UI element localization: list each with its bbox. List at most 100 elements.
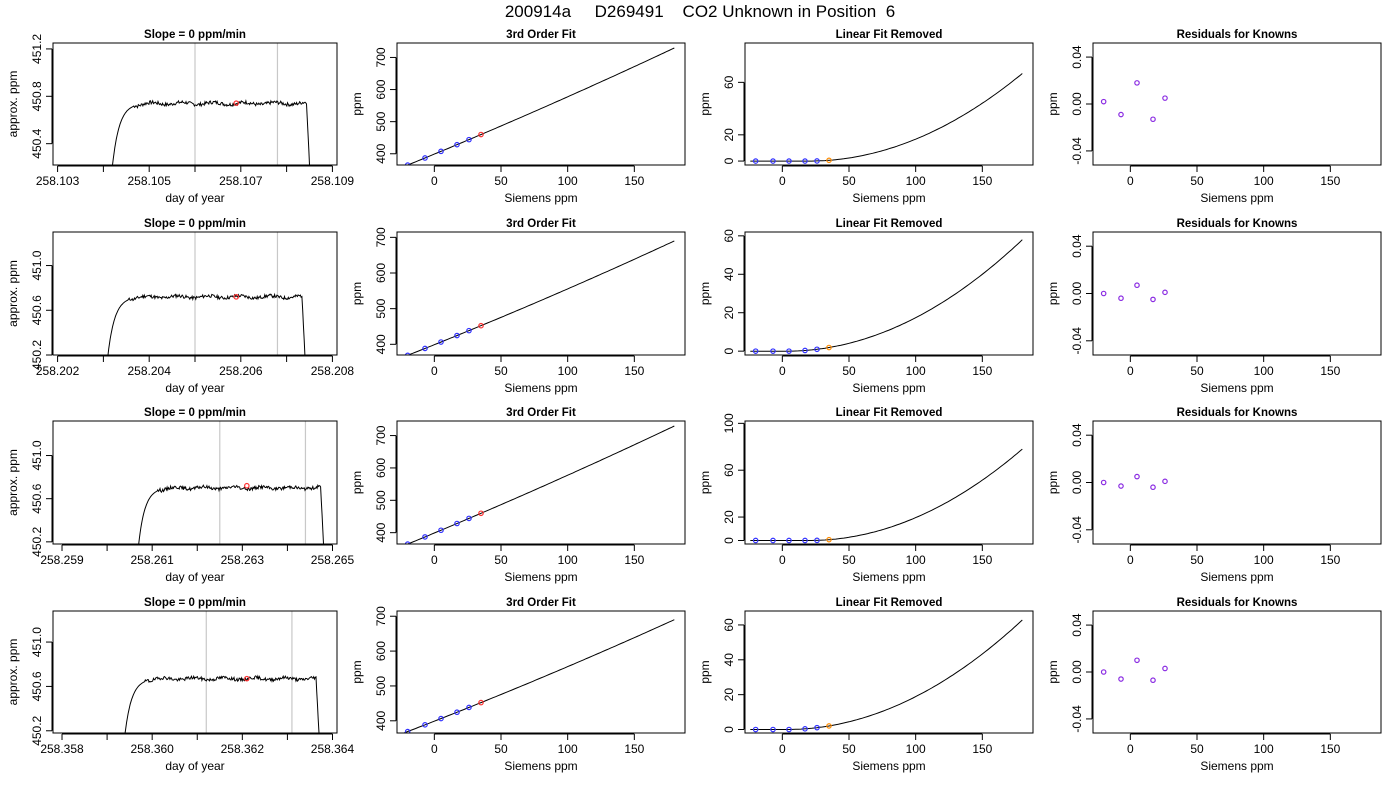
plot-area <box>124 611 320 733</box>
unknown-point <box>826 157 832 164</box>
y-axis: 450.2 450.6 451.0 <box>30 627 53 746</box>
x-axis-label: Siemens ppm <box>1200 759 1273 773</box>
known-point <box>422 722 428 728</box>
y-tick-label: 450.6 <box>30 295 44 325</box>
y-tick-label: 60 <box>722 229 736 243</box>
y-tick-label: 0.04 <box>1070 613 1084 637</box>
known-point <box>466 515 472 522</box>
residual-curve <box>750 239 1023 352</box>
panel-title: Residuals for Knowns <box>1177 597 1298 609</box>
known-point <box>438 339 444 345</box>
plot-area <box>1100 657 1168 684</box>
panel-title: Linear Fit Removed <box>836 218 943 230</box>
unknown-point <box>233 100 240 106</box>
x-tick-label: 50 <box>494 364 508 378</box>
x-tick-label: 150 <box>1320 553 1340 567</box>
known-point <box>802 347 808 354</box>
unknown-point <box>826 344 832 351</box>
y-tick-label: 400 <box>374 710 388 730</box>
known-point <box>814 537 820 544</box>
panel-7: Linear Fit Removed Siemens ppm ppm 0 50 100 15… <box>698 218 1034 395</box>
plot-frame <box>396 231 686 356</box>
x-tick-label: 100 <box>1254 364 1274 378</box>
panel-13: Slope = 0 ppm/min day of year approx. ppm 2… <box>6 597 354 773</box>
x-axis-label: Siemens ppm <box>504 570 577 584</box>
y-tick-label: 0 <box>722 157 736 164</box>
x-axis: 258.358 258.360 258.362 258.364 <box>40 733 354 756</box>
known-point <box>770 537 776 544</box>
known-point <box>422 534 428 540</box>
x-axis: 0 50 100 150 <box>1127 544 1341 567</box>
plot-area <box>112 43 310 165</box>
x-tick-label: 150 <box>972 174 992 188</box>
y-tick-label: -0.04 <box>1070 327 1084 355</box>
y-tick-label: 0.04 <box>1070 234 1084 258</box>
x-tick-label: 100 <box>906 553 926 567</box>
y-axis: 0 20 60 100 <box>722 413 745 544</box>
known-point <box>770 726 776 733</box>
x-tick-label: 258.206 <box>219 364 263 378</box>
y-axis-label: ppm <box>698 471 712 494</box>
x-tick-label: 0 <box>1127 174 1134 188</box>
y-axis: 400 500 600 700 <box>374 227 397 354</box>
panel-4: Residuals for Knowns Siemens ppm ppm 0 50 100… <box>1046 29 1382 205</box>
y-axis: 450.2 450.6 451.0 <box>30 440 53 557</box>
unknown-point <box>826 536 832 543</box>
x-tick-label: 100 <box>906 174 926 188</box>
fit-curve <box>407 240 675 355</box>
y-tick-label: 60 <box>722 463 736 477</box>
y-tick-label: 700 <box>374 606 388 626</box>
x-tick-label: 0 <box>1127 364 1134 378</box>
y-tick-label: 451.0 <box>30 440 44 470</box>
plot-frame <box>52 42 338 166</box>
x-axis-label: Siemens ppm <box>1200 570 1273 584</box>
panel-title: Slope = 0 ppm/min <box>144 29 246 41</box>
x-tick-label: 258.105 <box>127 174 171 188</box>
x-tick-label: 0 <box>1127 553 1134 567</box>
panel-8: Residuals for Knowns Siemens ppm ppm 0 50 100… <box>1046 218 1382 395</box>
residual-point <box>1118 111 1124 118</box>
residual-point <box>1134 80 1140 86</box>
residual-point <box>1134 282 1140 289</box>
y-tick-label: 451.0 <box>30 250 44 280</box>
panel-title: 3rd Order Fit <box>506 29 576 41</box>
fit-curve <box>406 425 675 544</box>
y-tick-label: 700 <box>374 227 388 247</box>
y-axis: -0.04 0.00 0.04 <box>1070 45 1093 165</box>
y-tick-label: 450.6 <box>30 483 44 513</box>
y-axis-label: ppm <box>1046 660 1060 683</box>
panel-title: Linear Fit Removed <box>836 597 943 609</box>
residual-point <box>1100 669 1107 675</box>
y-tick-label: 600 <box>374 641 388 661</box>
residual-point <box>1118 676 1124 682</box>
y-tick-label: 20 <box>722 688 736 702</box>
co2-trace <box>107 292 306 355</box>
x-tick-label: 100 <box>1254 742 1274 756</box>
y-tick-label: 0.00 <box>1070 470 1084 494</box>
y-tick-label: 500 <box>374 490 388 510</box>
x-axis: 0 50 100 150 <box>431 544 645 567</box>
x-axis-label: day of year <box>165 191 224 205</box>
y-tick-label: 500 <box>374 298 388 318</box>
x-tick-label: 0 <box>431 174 438 188</box>
known-point <box>786 348 792 354</box>
known-point <box>770 158 776 164</box>
plot-frame <box>744 420 1034 545</box>
x-tick-label: 258.259 <box>40 553 84 567</box>
x-tick-label: 50 <box>842 364 856 378</box>
panel-title: Linear Fit Removed <box>836 29 943 41</box>
y-tick-label: 450.6 <box>30 671 44 701</box>
x-tick-label: 50 <box>842 553 856 567</box>
x-axis-label: Siemens ppm <box>1200 191 1273 205</box>
residual-point <box>1134 473 1140 480</box>
y-tick-label: 600 <box>374 79 388 99</box>
x-axis-label: Siemens ppm <box>504 191 577 205</box>
x-axis: 0 50 100 150 <box>431 355 645 378</box>
known-point <box>438 715 444 722</box>
x-tick-label: 50 <box>494 174 508 188</box>
plot-frame <box>52 231 338 356</box>
x-tick-label: 258.360 <box>130 742 174 756</box>
plot-frame <box>744 610 1034 734</box>
